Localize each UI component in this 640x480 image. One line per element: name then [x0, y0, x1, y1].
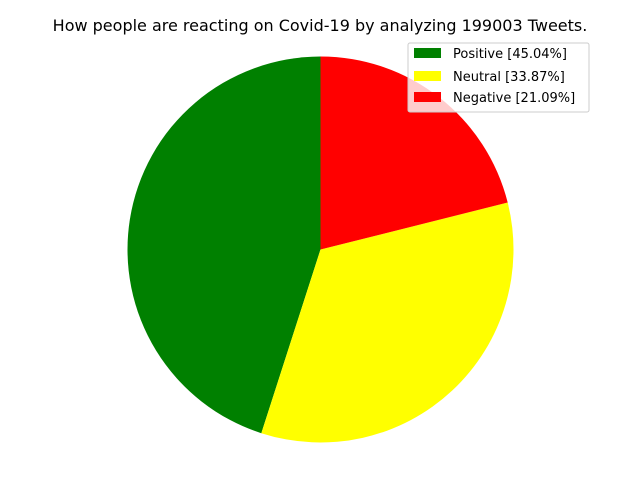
- legend-entry-positive: Positive [45.04%]: [414, 47, 567, 62]
- pie-slice-neutral: [261, 202, 514, 443]
- legend-entry-negative: Negative [21.09%]: [414, 91, 575, 106]
- legend-swatch-positive: [414, 48, 441, 58]
- legend-entry-neutral: Neutral [33.87%]: [414, 70, 565, 85]
- legend-label-neutral: Neutral [33.87%]: [453, 70, 565, 85]
- legend-swatch-negative: [414, 92, 441, 102]
- chart-title: How people are reacting on Covid-19 by a…: [53, 16, 588, 35]
- legend-label-positive: Positive [45.04%]: [453, 47, 567, 62]
- legend-swatch-neutral: [414, 71, 441, 81]
- pie-slice-positive: [127, 56, 321, 434]
- pie-slice-negative: [320, 56, 508, 250]
- legend-frame: [407, 42, 590, 113]
- legend-label-negative: Negative [21.09%]: [453, 91, 575, 106]
- legend: Positive [45.04%] Neutral [33.87%] Negat…: [407, 42, 590, 113]
- pie: [127, 56, 514, 443]
